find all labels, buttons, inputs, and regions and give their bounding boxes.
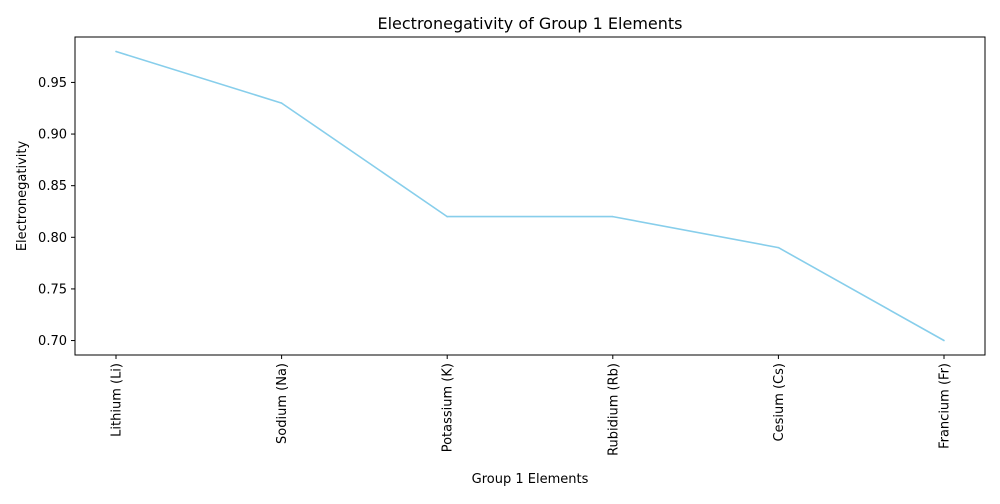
series-line [115,50,945,342]
chart-title: Electronegativity of Group 1 Elements [377,14,682,33]
y-tick-label: 0.80 [38,231,67,246]
x-tick-label: Francium (Fr) [938,363,953,449]
data-point [612,215,614,218]
x-tick-label: Rubidium (Rb) [606,363,621,456]
x-axis-title: Group 1 Elements [472,472,589,487]
x-axis: Lithium (Li) Sodium (Na) Potassium (K) Rubi… [110,355,953,456]
x-tick-label: Cesium (Cs) [772,363,787,442]
y-tick-label: 0.70 [38,334,67,349]
y-tick-label: 0.85 [38,179,67,194]
x-tick-label: Potassium (K) [441,363,456,452]
y-axis-title: Electronegativity [15,141,30,252]
y-tick-label: 0.90 [38,128,67,143]
data-point [446,215,449,218]
x-tick-label: Lithium (Li) [110,363,125,437]
data-point [777,246,780,249]
data-point [280,102,283,104]
plot-frame [74,36,986,356]
y-tick-label: 0.75 [38,282,67,297]
series-group [115,50,945,342]
y-tick-label: 0.95 [38,76,67,91]
data-point [115,50,117,53]
x-tick-label: Sodium (Na) [275,363,290,444]
plot-area [74,36,986,356]
data-point [943,339,945,342]
y-axis: 0.70 0.75 0.80 0.85 0.90 0.95 [38,76,75,349]
